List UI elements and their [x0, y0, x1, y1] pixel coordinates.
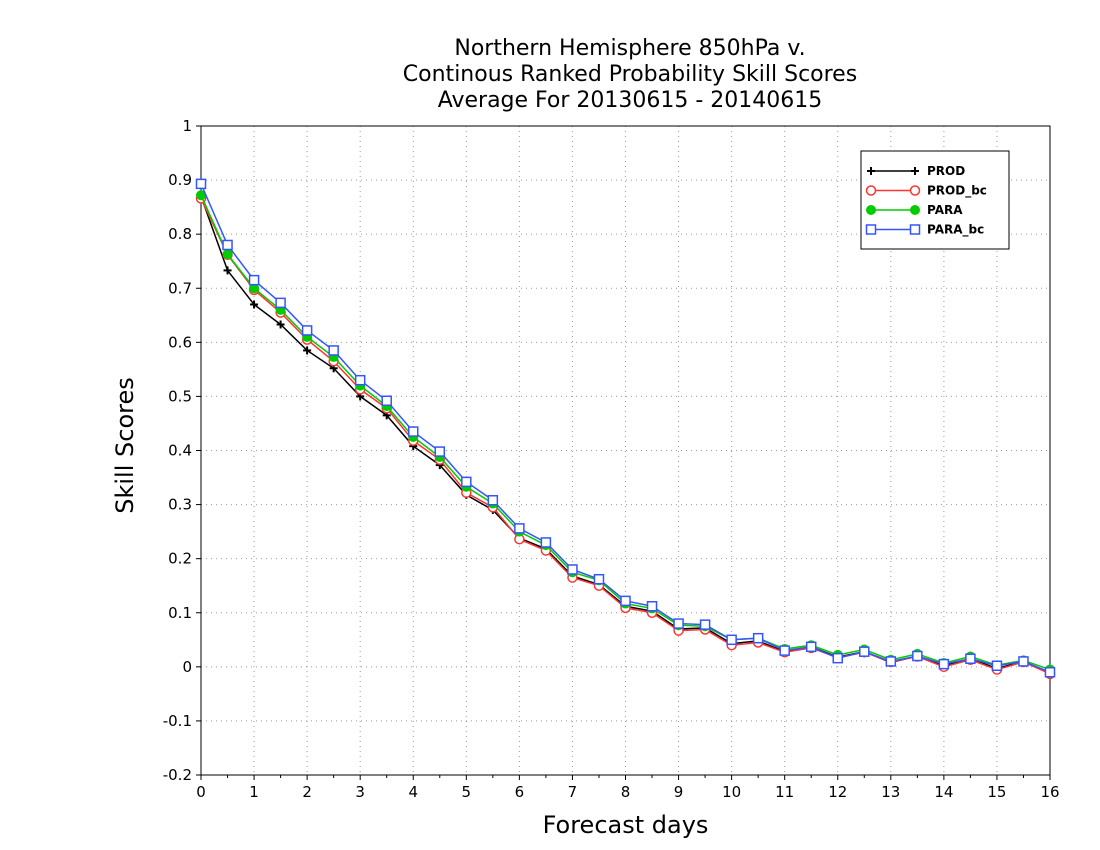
y-tick-label: 0.4 [168, 442, 192, 460]
data-point [752, 632, 764, 644]
x-tick-label: 3 [355, 783, 365, 801]
y-axis-label: Skill Scores [111, 377, 139, 514]
legend-entry: PROD [867, 164, 965, 178]
chart-title-line: Average For 20130615 - 20140615 [438, 88, 823, 113]
data-point [912, 650, 923, 662]
data-point [250, 300, 259, 309]
legend-marker [909, 224, 921, 235]
legend-marker [910, 205, 920, 215]
legend-label: PROD [927, 164, 965, 178]
data-point [646, 601, 658, 612]
data-point [301, 325, 313, 336]
data-point [567, 564, 578, 575]
data-point [726, 634, 737, 646]
y-tick-label: 0 [182, 658, 192, 676]
x-tick-label: 16 [1040, 783, 1059, 801]
legend-marker [909, 185, 921, 196]
data-point [408, 426, 419, 437]
legend-entry: PARA_bc [865, 223, 984, 238]
y-tick-label: 0.2 [168, 550, 192, 568]
data-point [779, 645, 790, 656]
axis-ticks: 0 1 2 3 4 5 6 7 8 9 10 11 12 13 14 15 16-0.2-0.100.10.20… [163, 117, 1060, 801]
legend: PROD PROD_bc PARA PARA_bc [860, 150, 1010, 250]
x-axis-label: Forecast days [543, 811, 709, 839]
legend-marker [866, 205, 876, 215]
data-point [354, 374, 366, 386]
data-point [303, 346, 312, 355]
legend-marker [911, 167, 919, 175]
legend-label: PARA_bc [927, 223, 984, 238]
series-para-bc [195, 178, 1056, 678]
data-point [859, 646, 870, 657]
data-point [381, 395, 392, 406]
data-point [222, 249, 233, 260]
data-point [1018, 656, 1029, 667]
data-point [328, 345, 339, 356]
x-tick-label: 4 [408, 783, 418, 801]
x-tick-label: 9 [674, 783, 684, 801]
data-point [699, 619, 711, 630]
y-tick-label: 0.7 [168, 279, 192, 297]
x-tick-label: 7 [568, 783, 578, 801]
data-point [593, 573, 605, 585]
series-lines [195, 178, 1056, 680]
data-point [991, 660, 1003, 672]
data-point [540, 537, 552, 548]
legend-label: PROD_bc [927, 184, 987, 199]
data-point [514, 523, 525, 534]
data-point [222, 239, 233, 251]
x-tick-label: 15 [987, 783, 1006, 801]
y-tick-label: 0.1 [168, 604, 192, 622]
data-point [434, 446, 446, 457]
data-point [487, 495, 499, 506]
y-tick-label: 0.6 [168, 333, 192, 351]
x-tick-label: 14 [934, 783, 953, 801]
y-tick-label: 0.5 [168, 387, 192, 405]
data-point [832, 652, 843, 664]
data-point [885, 656, 897, 667]
x-tick-label: 8 [621, 783, 631, 801]
legend-entry: PROD_bc [865, 184, 987, 199]
data-point [248, 274, 260, 286]
legend-marker [865, 224, 877, 235]
x-tick-label: 12 [828, 783, 847, 801]
data-point [276, 320, 285, 329]
legend-box [860, 150, 1010, 250]
y-tick-label: -0.1 [163, 712, 192, 730]
x-tick-label: 5 [462, 783, 472, 801]
legend-entry: PARA [866, 203, 963, 217]
legend-marker [867, 167, 875, 175]
data-point [673, 618, 684, 629]
x-tick-label: 0 [196, 783, 206, 801]
y-tick-label: 0.8 [168, 225, 192, 243]
data-point [275, 297, 286, 309]
x-tick-label: 6 [515, 783, 525, 801]
chart-title-line: Northern Hemisphere 850hPa v. [454, 36, 805, 61]
y-tick-label: 0.9 [168, 171, 192, 189]
chart-title-line: Continous Ranked Probability Skill Score… [403, 62, 857, 87]
data-point [195, 178, 207, 190]
data-point [223, 266, 232, 275]
data-point [1044, 666, 1056, 678]
legend-label: PARA [927, 203, 963, 217]
data-point [461, 476, 472, 488]
x-tick-label: 11 [775, 783, 794, 801]
legend-marker [865, 185, 877, 196]
data-point [965, 653, 976, 664]
y-tick-label: 0.3 [168, 496, 192, 514]
y-tick-label: -0.2 [163, 766, 192, 784]
y-tick-label: 1 [182, 117, 192, 135]
x-tick-label: 13 [881, 783, 900, 801]
x-tick-label: 10 [722, 783, 741, 801]
x-tick-label: 1 [249, 783, 259, 801]
x-tick-label: 2 [302, 783, 312, 801]
data-point [805, 641, 817, 653]
data-point [620, 595, 631, 607]
chart-title: Northern Hemisphere 850hPa v.Continous R… [403, 36, 857, 113]
data-point [938, 658, 950, 670]
